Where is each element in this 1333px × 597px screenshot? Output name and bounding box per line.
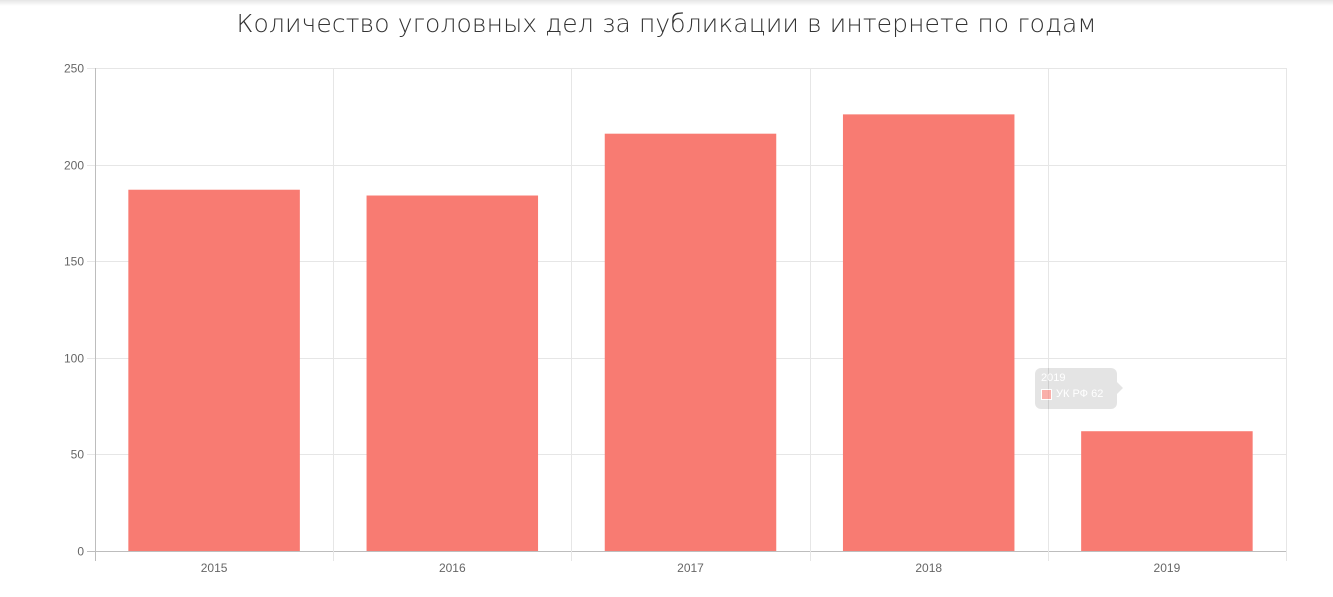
- x-tick-label: 2019: [1154, 561, 1181, 575]
- tooltip-swatch: [1041, 388, 1052, 400]
- tooltip-series: УК РФ: [1056, 388, 1089, 400]
- chart-tooltip: 2019 УК РФ 62: [1035, 368, 1123, 409]
- x-tick-label: 2017: [677, 561, 704, 575]
- y-tick-label: 200: [64, 159, 84, 173]
- y-tick-label: 50: [71, 448, 85, 462]
- y-tick-label: 0: [77, 545, 84, 559]
- x-tick-label: 2015: [201, 561, 228, 575]
- tooltip-row: УК РФ 62: [1041, 388, 1111, 400]
- y-tick-label: 100: [64, 352, 84, 366]
- y-tick-label: 150: [64, 255, 84, 269]
- bar-2015: [128, 189, 300, 551]
- y-tick-label: 250: [64, 62, 84, 76]
- bar-2016: [366, 195, 539, 551]
- bar-2017: [604, 133, 777, 552]
- bar-2018: [842, 114, 1015, 552]
- tooltip-value: 62: [1091, 388, 1104, 400]
- x-tick-label: 2016: [439, 561, 466, 575]
- chart-title: Количество уголовных дел за публикации в…: [236, 9, 1097, 38]
- x-tick-label: 2018: [915, 561, 942, 575]
- bar-2019: [1081, 431, 1253, 551]
- top-shadow: [0, 0, 1333, 6]
- tooltip-title: 2019: [1041, 372, 1066, 384]
